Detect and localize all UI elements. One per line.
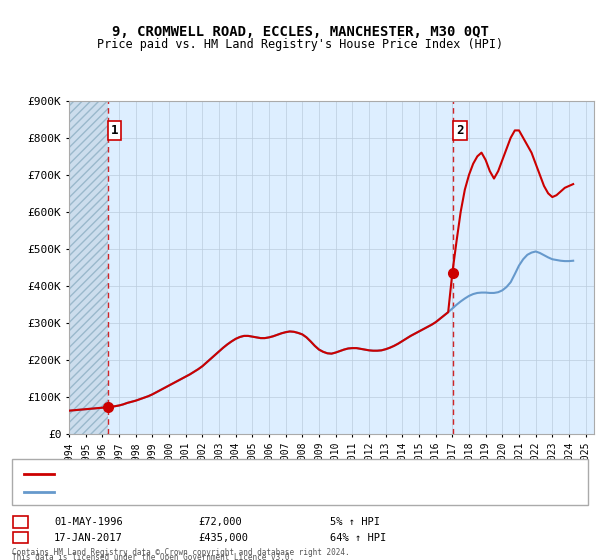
Text: Price paid vs. HM Land Registry's House Price Index (HPI): Price paid vs. HM Land Registry's House … (97, 38, 503, 50)
Text: Contains HM Land Registry data © Crown copyright and database right 2024.: Contains HM Land Registry data © Crown c… (12, 548, 350, 557)
Text: 1: 1 (17, 517, 24, 527)
Text: 2: 2 (17, 533, 24, 543)
Text: 01-MAY-1996: 01-MAY-1996 (54, 517, 123, 527)
Text: 9, CROMWELL ROAD, ECCLES, MANCHESTER, M30 0QT: 9, CROMWELL ROAD, ECCLES, MANCHESTER, M3… (112, 25, 488, 39)
Text: 5% ↑ HPI: 5% ↑ HPI (330, 517, 380, 527)
Text: 17-JAN-2017: 17-JAN-2017 (54, 533, 123, 543)
Text: 1: 1 (111, 124, 118, 137)
Bar (69, 101, 108, 434)
Text: £72,000: £72,000 (198, 517, 242, 527)
Text: 2: 2 (456, 124, 464, 137)
Text: HPI: Average price, detached house, Salford: HPI: Average price, detached house, Salf… (60, 487, 313, 497)
Text: 64% ↑ HPI: 64% ↑ HPI (330, 533, 386, 543)
Text: 9, CROMWELL ROAD, ECCLES, MANCHESTER,  M30 0QT (detached house): 9, CROMWELL ROAD, ECCLES, MANCHESTER, M3… (60, 469, 430, 479)
Text: This data is licensed under the Open Government Licence v3.0.: This data is licensed under the Open Gov… (12, 553, 294, 560)
Text: £435,000: £435,000 (198, 533, 248, 543)
